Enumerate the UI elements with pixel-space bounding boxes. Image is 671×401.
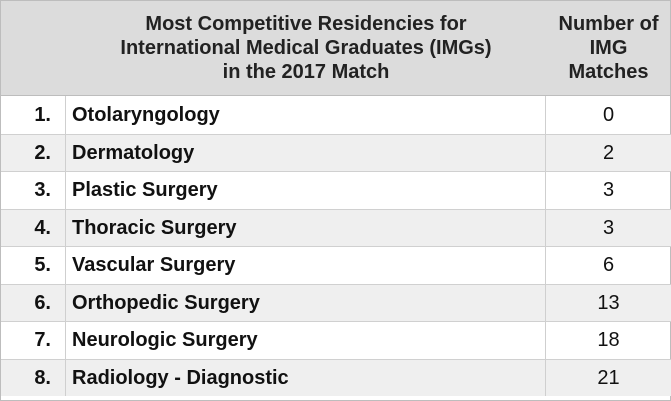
rank-cell: 1. <box>1 96 66 134</box>
table-row: 3. Plastic Surgery 3 <box>1 171 671 209</box>
title-line-3: in the 2017 Match <box>222 61 390 83</box>
specialty-cell: Radiology - Diagnostic <box>66 359 546 396</box>
matches-cell: 18 <box>597 329 620 352</box>
rank-cell: 8. <box>1 359 66 396</box>
title-line-2: International Medical Graduates (IMGs) <box>120 37 492 59</box>
specialty-cell: Orthopedic Surgery <box>66 284 546 321</box>
matches-cell: 3 <box>602 216 615 239</box>
table-row: 2. Dermatology 2 <box>1 133 671 171</box>
table-body: 1. Otolaryngology 0 2. Dermatology 2 3. … <box>1 96 671 396</box>
specialty-cell: Otolaryngology <box>66 96 546 134</box>
table-row: 4. Thoracic Surgery 3 <box>1 208 671 246</box>
matches-header-line-3: Matches <box>568 61 649 83</box>
matches-header-line-2: IMG <box>589 37 628 59</box>
matches-cell: 21 <box>597 366 620 389</box>
table-row: 6. Orthopedic Surgery 13 <box>1 283 671 321</box>
rank-cell: 7. <box>1 322 66 359</box>
rank-cell: 4. <box>1 209 66 246</box>
matches-cell: 3 <box>602 179 615 202</box>
specialty-cell: Vascular Surgery <box>66 247 546 284</box>
matches-header-line-1: Number of <box>558 13 659 35</box>
table-row: 1. Otolaryngology 0 <box>1 96 671 134</box>
rank-cell: 6. <box>1 284 66 321</box>
matches-cell: 13 <box>597 291 620 314</box>
specialty-cell: Thoracic Surgery <box>66 209 546 246</box>
table-title: Most Competitive Residencies for Interna… <box>66 1 546 95</box>
rank-cell: 5. <box>1 247 66 284</box>
specialty-cell: Plastic Surgery <box>66 172 546 209</box>
matches-cell: 6 <box>602 254 615 277</box>
rank-header-cell <box>1 1 66 95</box>
rank-cell: 2. <box>1 134 66 171</box>
table-header: Most Competitive Residencies for Interna… <box>1 1 670 96</box>
rank-cell: 3. <box>1 172 66 209</box>
table-row: 7. Neurologic Surgery 18 <box>1 321 671 359</box>
matches-cell: 0 <box>602 103 615 126</box>
table-row: 8. Radiology - Diagnostic 21 <box>1 358 671 396</box>
specialty-cell: Neurologic Surgery <box>66 322 546 359</box>
specialty-cell: Dermatology <box>66 134 546 171</box>
table-row: 5. Vascular Surgery 6 <box>1 246 671 284</box>
matches-cell: 2 <box>602 141 615 164</box>
title-line-1: Most Competitive Residencies for <box>145 13 467 35</box>
matches-header: Number of IMG Matches <box>546 1 671 95</box>
